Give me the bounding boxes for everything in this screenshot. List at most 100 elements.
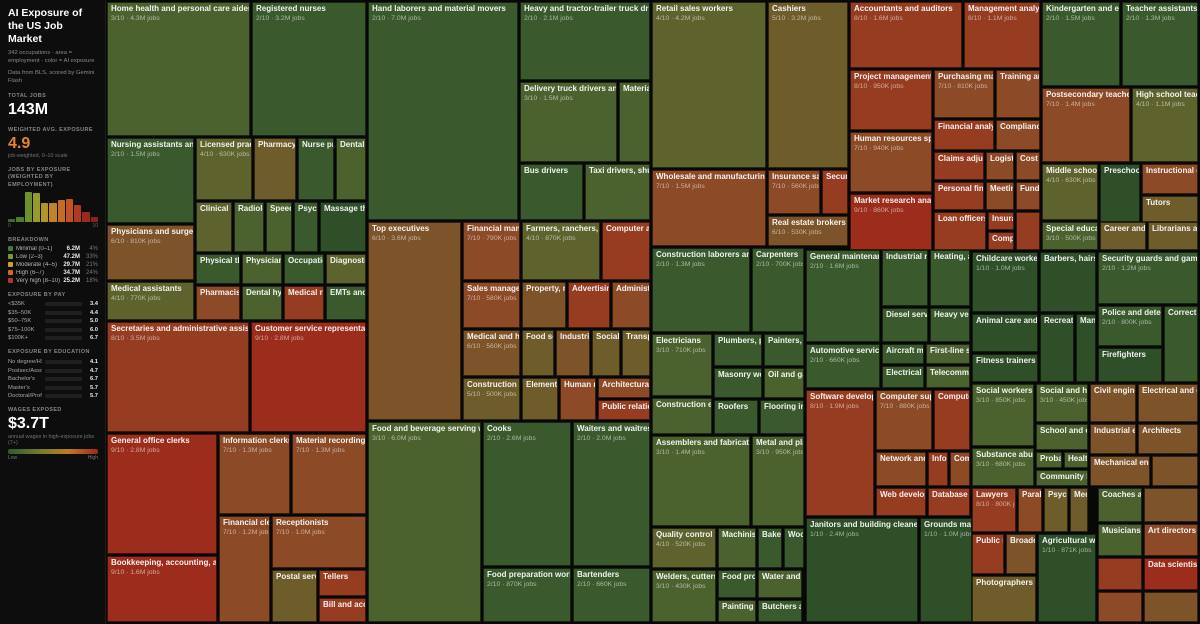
treemap-tile[interactable]: Retail sales workers 4/10 · 4.2M jobs [652,2,766,168]
treemap-tile[interactable]: Musicians and singers [1098,524,1142,556]
treemap-tile[interactable]: Electricians 3/10 · 710K jobs [652,334,712,396]
treemap-tile[interactable] [1016,212,1040,250]
treemap-tile[interactable]: Bakers [758,528,782,568]
treemap-tile[interactable]: Receptionists 7/10 · 1.0M jobs [272,516,366,568]
treemap-tile[interactable]: Meeting, convention, and event planners [986,182,1014,210]
treemap-tile[interactable]: Flooring installers and tile setters [760,400,804,434]
treemap-tile[interactable]: Human resources specialists7/10 · 940K j… [850,132,932,192]
treemap-tile[interactable]: Pharmacists [196,286,240,320]
treemap-tile[interactable]: Correctional officers and bailiffs [1164,306,1198,382]
treemap-tile[interactable]: Tellers [319,570,366,596]
treemap-tile[interactable]: Compensation and benefits analysts [988,232,1014,250]
treemap-tile[interactable]: Delivery truck drivers and driver/sales … [520,82,617,162]
treemap-tile[interactable]: Painting and coating workers [718,600,756,622]
treemap-tile[interactable]: Preschool teachers [1100,164,1140,222]
treemap-tile[interactable]: Bartenders 2/10 · 660K jobs [573,568,650,622]
treemap-tile[interactable]: Clinical laboratory technologists and te… [196,202,232,252]
treemap-tile[interactable]: Middle school teachers4/10 · 630K jobs [1042,164,1098,220]
treemap-tile[interactable]: Industrial machinery mechanics [882,250,928,306]
treemap-tile[interactable]: First-line supervisors of mechanics [926,344,970,364]
treemap-tile[interactable]: Real estate brokers and sales agents6/10… [768,216,848,246]
treemap-tile[interactable]: Industrial production managers [556,330,590,376]
treemap-tile[interactable]: Claims adjusters, appraisers, examiners,… [934,152,984,180]
treemap-tile[interactable]: Physical therapists [196,254,240,284]
treemap-tile[interactable]: Animal care and service workers [972,314,1038,352]
treemap-tile[interactable]: Financial managers7/10 · 790K jobs [463,222,520,280]
treemap-tile[interactable] [1144,488,1198,522]
treemap-tile[interactable]: Heavy and tractor-trailer truck drivers2… [520,2,650,80]
treemap-tile[interactable]: Mechanical engineers [1090,456,1150,486]
treemap-tile[interactable]: Security guards and gambling surveillanc… [1098,252,1198,304]
treemap-tile[interactable]: Medical and health services managers6/10… [463,330,520,376]
treemap-tile[interactable]: EMTs and paramedics [326,286,366,320]
treemap-tile[interactable]: Financial analysts [934,120,994,150]
treemap-tile[interactable]: Database administrators and architects [928,488,970,516]
treemap-tile[interactable]: Substance abuse, behavioral disorder, an… [972,448,1034,486]
treemap-tile[interactable]: Public relations specialists [972,534,1004,574]
treemap-tile[interactable]: Information security analysts [928,452,948,486]
treemap-tile[interactable]: Painters, construction and maintenance [764,334,804,366]
treemap-tile[interactable]: Public relations managers [598,400,650,420]
treemap-tile[interactable]: Barbers, hairstylists, and cosmetologist… [1040,252,1096,312]
treemap-tile[interactable]: Purchasing managers, buyers, and purchas… [934,70,994,118]
treemap-tile[interactable]: Quality control inspectors4/10 · 520K jo… [652,528,716,568]
treemap-tile[interactable]: Heavy vehicle service technicians [930,308,970,342]
data-source[interactable]: Data from BLS, scored by Gemini Flash [8,69,95,84]
treemap-tile[interactable]: Computer systems analysts [934,390,970,450]
treemap-tile[interactable]: Manicurists and pedicurists [1076,314,1096,382]
treemap-tile[interactable]: Telecommunications equipment installers [926,366,970,388]
treemap-tile[interactable]: Psychiatric technicians and aides [294,202,318,252]
treemap-tile[interactable]: Training and development specialists [996,70,1040,118]
treemap-tile[interactable]: Medical scientists [1070,488,1088,532]
treemap-tile[interactable]: Special education teachers3/10 · 500K jo… [1042,222,1098,250]
treemap-tile[interactable]: Diagnostic medical sonographers [326,254,366,284]
treemap-tile[interactable]: Diesel service technicians and mechanics [882,308,928,342]
treemap-tile[interactable]: Postsecondary teachers 7/10 · 1.4M jobs [1042,88,1130,162]
treemap-tile[interactable]: Transportation, storage, and distributio… [622,330,650,376]
treemap-tile[interactable]: Network and computer systems administrat… [876,452,926,486]
treemap-tile[interactable]: Web developers and digital interface des… [876,488,926,516]
treemap-tile[interactable] [1144,592,1198,622]
treemap-tile[interactable]: Social and human service assistants3/10 … [1036,384,1088,422]
treemap-tile[interactable]: Agricultural workers1/10 · 871K jobs [1038,534,1096,622]
treemap-tile[interactable]: Career and technical education teachers [1100,222,1146,250]
treemap-tile[interactable]: Physicians and surgeons6/10 · 810K jobs [107,225,194,280]
treemap-tile[interactable]: Psychologists [1044,488,1068,532]
treemap-tile[interactable]: Data scientists [1144,558,1198,590]
treemap-tile[interactable]: Software developers, quality assurance a… [806,390,874,516]
treemap-tile[interactable]: Photographers [972,576,1036,622]
treemap-tile[interactable]: Architectural and engineering managers [598,378,650,398]
treemap-tile[interactable]: Personal financial advisors [934,182,984,210]
treemap-tile[interactable]: Social and community service managers [592,330,620,376]
treemap-tile[interactable]: Paralegals and legal assistants [1018,488,1042,532]
treemap-tile[interactable]: Medical assistants 4/10 · 770K jobs [107,282,194,320]
treemap-tile[interactable]: Farmers, ranchers, and other agricultura… [522,222,600,280]
treemap-tile[interactable]: Food processing workers [718,570,756,598]
treemap-tile[interactable]: Insurance underwriters [988,212,1014,230]
treemap-tile[interactable] [1098,558,1142,590]
treemap-tile[interactable]: Civil engineers [1090,384,1136,422]
treemap-tile[interactable]: Administrative services managers [612,282,650,328]
treemap-tile[interactable]: Postal service workers [272,570,317,622]
treemap-tile[interactable]: Dental hygienists [242,286,282,320]
treemap-tile[interactable]: Carpenters 2/10 · 700K jobs [752,248,804,332]
treemap-tile[interactable]: Fundraisers [1016,182,1040,210]
treemap-tile[interactable]: Construction managers5/10 · 500K jobs [463,378,520,420]
treemap-tile[interactable]: Wholesale and manufacturing sales repres… [652,170,766,246]
treemap-tile[interactable]: Home health and personal care aides 3/10 … [107,2,250,136]
treemap-tile[interactable]: Customer service representatives9/10 · 2… [251,322,366,432]
treemap-tile[interactable]: Logisticians [986,152,1014,180]
treemap-tile[interactable]: Computer network architects [950,452,970,486]
treemap-tile[interactable]: Medical records specialists [284,286,324,320]
treemap-tile[interactable]: Fitness trainers and instructors [972,354,1038,382]
treemap-tile[interactable]: Top executives 6/10 · 3.6M jobs [368,222,461,420]
treemap-tile[interactable]: Social workers 3/10 · 850K jobs [972,384,1034,446]
treemap-tile[interactable]: Occupational therapists [284,254,324,284]
treemap-tile[interactable]: Hand laborers and material movers 2/10 · … [368,2,518,220]
treemap-tile[interactable] [1152,456,1198,486]
treemap-tile[interactable]: Police and detectives2/10 · 800K jobs [1098,306,1162,346]
